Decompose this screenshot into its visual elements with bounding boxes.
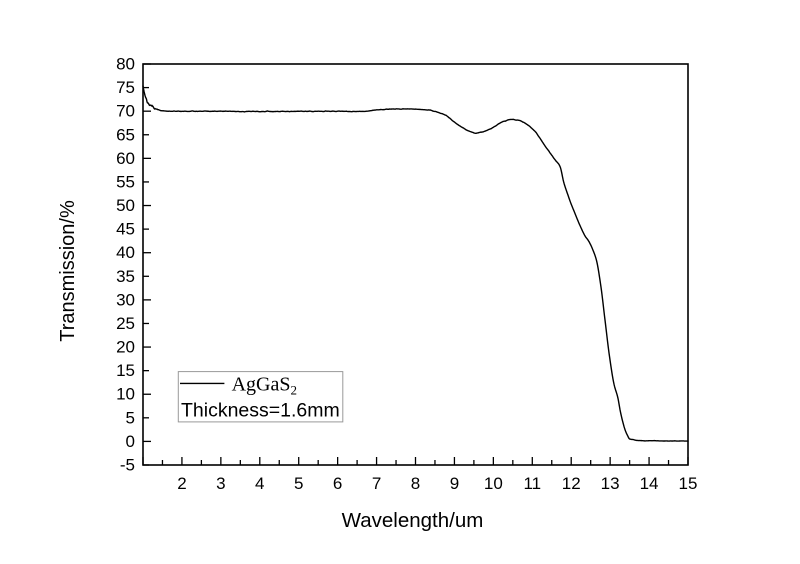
svg-text:25: 25 bbox=[116, 314, 135, 333]
svg-text:5: 5 bbox=[126, 408, 135, 427]
svg-text:45: 45 bbox=[116, 220, 135, 239]
svg-text:-5: -5 bbox=[120, 456, 135, 475]
svg-text:30: 30 bbox=[116, 290, 135, 309]
svg-text:10: 10 bbox=[116, 385, 135, 404]
svg-text:14: 14 bbox=[640, 474, 659, 493]
svg-text:70: 70 bbox=[116, 102, 135, 121]
svg-text:20: 20 bbox=[116, 338, 135, 357]
svg-text:13: 13 bbox=[601, 474, 620, 493]
svg-text:Thickness=1.6mm: Thickness=1.6mm bbox=[181, 400, 340, 422]
svg-text:8: 8 bbox=[411, 474, 420, 493]
svg-text:60: 60 bbox=[116, 149, 135, 168]
svg-text:35: 35 bbox=[116, 267, 135, 286]
svg-text:4: 4 bbox=[255, 474, 264, 493]
svg-text:2: 2 bbox=[177, 474, 186, 493]
svg-text:Wavelength/um: Wavelength/um bbox=[342, 509, 484, 532]
svg-text:7: 7 bbox=[372, 474, 381, 493]
svg-text:15: 15 bbox=[679, 474, 698, 493]
svg-text:80: 80 bbox=[116, 55, 135, 74]
svg-text:0: 0 bbox=[126, 432, 135, 451]
svg-text:6: 6 bbox=[333, 474, 342, 493]
svg-text:3: 3 bbox=[216, 474, 225, 493]
svg-text:75: 75 bbox=[116, 78, 135, 97]
svg-text:Transmission/%: Transmission/% bbox=[57, 200, 79, 342]
svg-text:9: 9 bbox=[450, 474, 459, 493]
svg-text:50: 50 bbox=[116, 196, 135, 215]
svg-text:AgGaS2: AgGaS2 bbox=[232, 374, 297, 398]
svg-text:5: 5 bbox=[294, 474, 303, 493]
svg-text:55: 55 bbox=[116, 172, 135, 191]
svg-text:10: 10 bbox=[484, 474, 503, 493]
svg-text:12: 12 bbox=[562, 474, 581, 493]
svg-text:40: 40 bbox=[116, 243, 135, 262]
svg-text:11: 11 bbox=[523, 474, 541, 493]
svg-text:15: 15 bbox=[116, 361, 135, 380]
svg-text:65: 65 bbox=[116, 125, 135, 144]
